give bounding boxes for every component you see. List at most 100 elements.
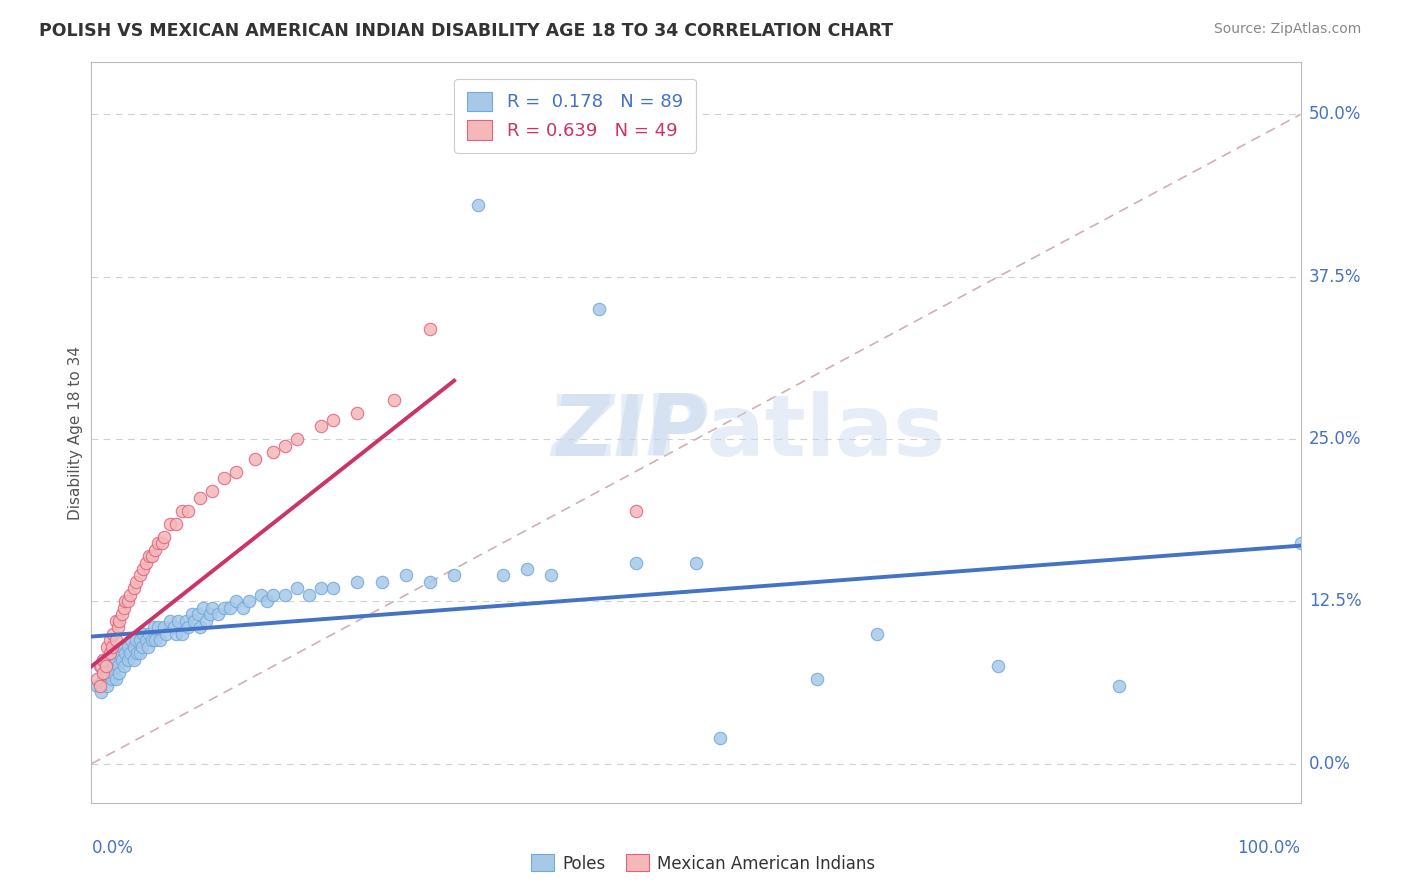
Point [136,640,159,654]
Point [128,633,150,648]
Point [138,549,160,563]
Point [132,562,155,576]
Point [183,614,205,628]
Point [207,607,229,622]
Point [346,574,368,589]
Text: ZIP: ZIP [551,391,709,475]
Point [96,679,118,693]
Point [112,659,135,673]
Text: 12.5%: 12.5% [1309,592,1361,610]
Point [322,412,344,426]
Point [98,647,121,661]
Point [132,627,155,641]
Point [491,568,513,582]
Point [219,601,242,615]
Point [419,574,441,589]
Text: Source: ZipAtlas.com: Source: ZipAtlas.com [1213,22,1361,37]
Point [274,588,297,602]
Point [685,556,707,570]
Point [172,503,194,517]
Point [112,601,135,615]
Point [162,620,184,634]
Point [806,673,828,687]
Point [165,516,187,531]
Point [111,607,132,622]
Point [191,601,214,615]
Point [866,627,889,641]
Point [1108,679,1130,693]
Point [111,640,132,654]
Point [101,640,124,654]
Point [128,647,150,661]
Point [107,659,129,673]
Legend: R =  0.178   N = 89, R = 0.639   N = 49: R = 0.178 N = 89, R = 0.639 N = 49 [454,78,696,153]
Point [624,503,647,517]
Point [108,665,131,680]
Point [249,588,271,602]
Point [117,640,139,654]
Y-axis label: Disability Age 18 to 34: Disability Age 18 to 34 [67,345,83,520]
Point [101,665,124,680]
Point [93,665,115,680]
Point [93,653,115,667]
Point [89,659,111,673]
Point [467,198,489,212]
Point [90,659,112,673]
Point [145,542,167,557]
Point [195,614,218,628]
Point [101,627,124,641]
Point [153,620,176,634]
Point [201,601,224,615]
Point [104,633,127,648]
Point [167,614,190,628]
Point [90,685,112,699]
Point [1289,536,1312,550]
Point [125,574,148,589]
Point [114,594,136,608]
Text: 0.0%: 0.0% [91,838,134,857]
Point [346,406,368,420]
Point [149,633,172,648]
Point [238,594,260,608]
Text: ZIPatlas: ZIPatlas [551,391,945,475]
Point [135,556,157,570]
Point [122,653,145,667]
Point [298,588,321,602]
Point [285,432,308,446]
Point [382,393,405,408]
Point [101,673,124,687]
Point [231,601,253,615]
Point [188,491,211,505]
Point [443,568,465,582]
Text: POLISH VS MEXICAN AMERICAN INDIAN DISABILITY AGE 18 TO 34 CORRELATION CHART: POLISH VS MEXICAN AMERICAN INDIAN DISABI… [39,22,893,40]
Point [104,673,127,687]
Point [155,627,177,641]
Point [131,640,153,654]
Point [225,594,247,608]
Point [120,633,142,648]
Point [159,516,181,531]
Point [188,620,211,634]
Legend: Poles, Mexican American Indians: Poles, Mexican American Indians [524,847,882,880]
Point [93,653,115,667]
Point [198,607,221,622]
Point [180,607,202,622]
Point [107,620,129,634]
Point [117,653,139,667]
Point [540,568,562,582]
Point [322,582,344,596]
Point [98,653,121,667]
Point [709,731,731,745]
Point [214,471,236,485]
Point [138,627,160,641]
Point [86,679,108,693]
Point [187,607,209,622]
Point [120,647,142,661]
Point [225,465,247,479]
Text: 0.0%: 0.0% [1309,755,1351,772]
Point [285,582,308,596]
Point [143,620,166,634]
Point [94,659,117,673]
Point [111,653,132,667]
Point [122,640,145,654]
